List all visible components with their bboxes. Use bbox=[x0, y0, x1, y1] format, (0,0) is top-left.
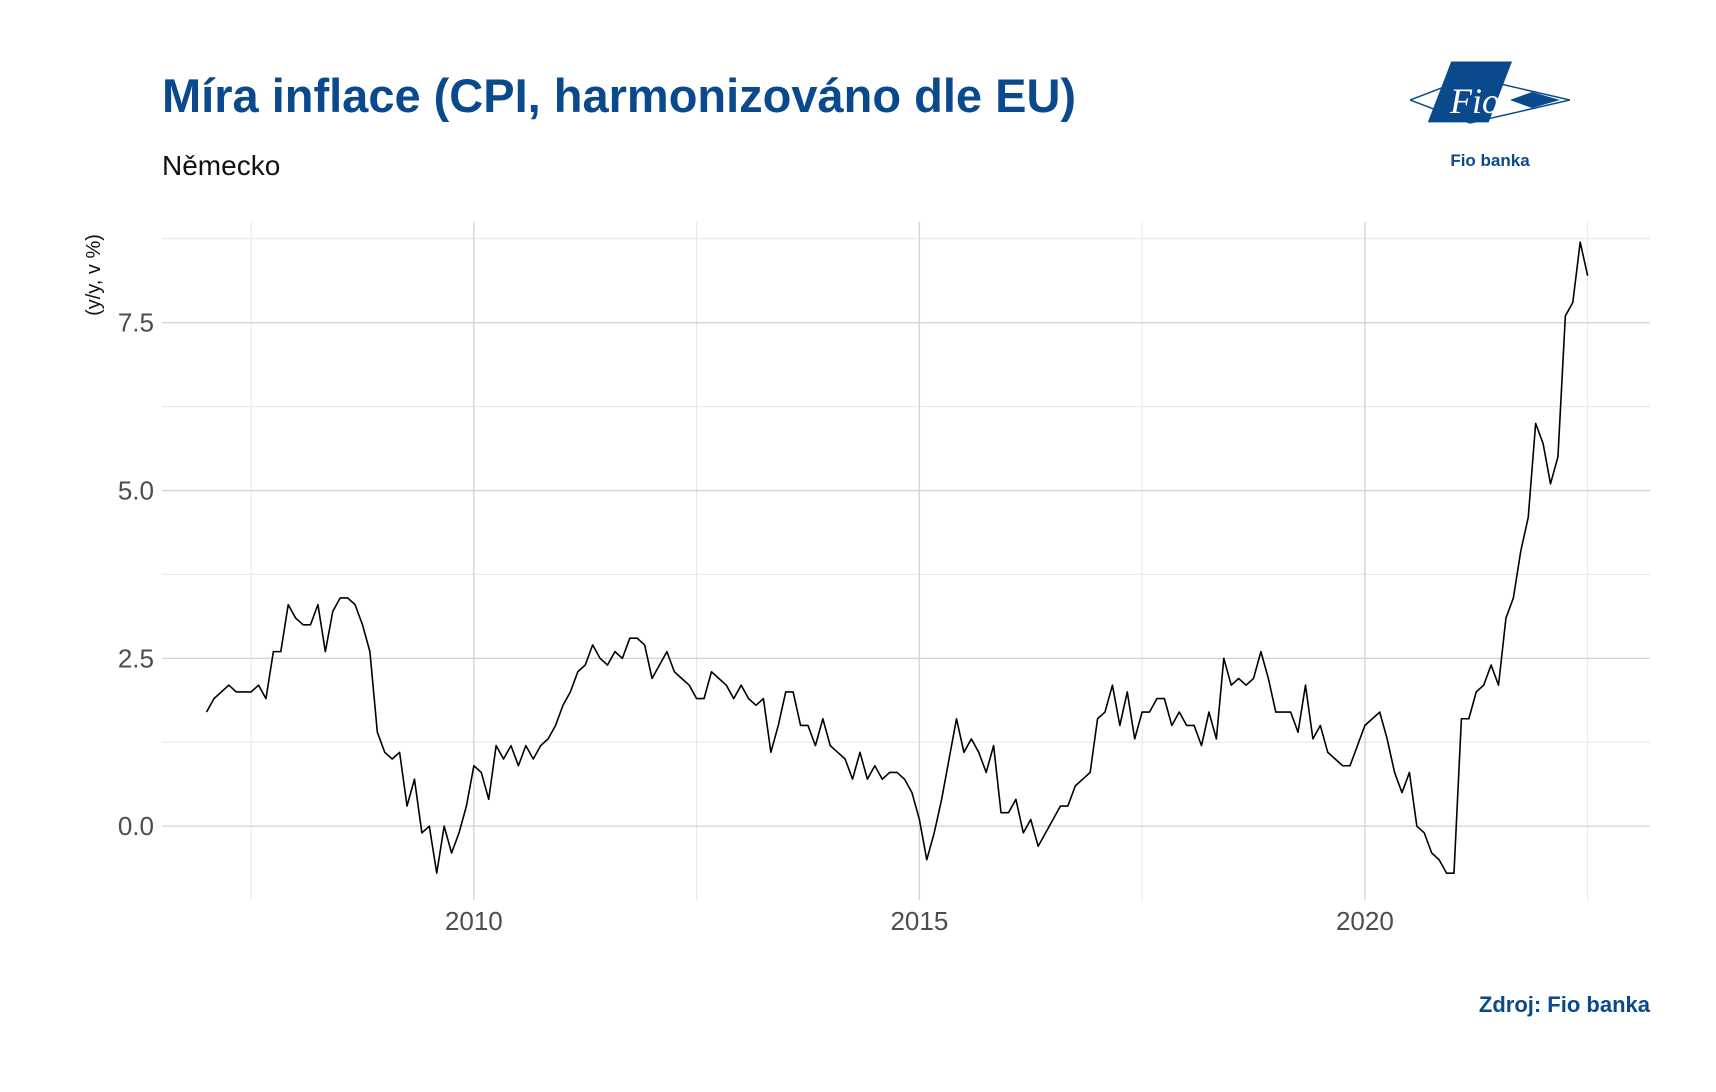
grid-minor bbox=[162, 222, 1650, 900]
fio-banka-logo: Fio Fio banka bbox=[1410, 61, 1570, 170]
y-tick-label: 2.5 bbox=[118, 643, 154, 673]
y-axis-label: (y/y, v %) bbox=[83, 234, 105, 316]
x-tick-label: 2010 bbox=[445, 906, 503, 936]
logo-caption: Fio banka bbox=[1450, 151, 1530, 170]
y-tick-label: 0.0 bbox=[118, 811, 154, 841]
x-tick-label: 2020 bbox=[1336, 906, 1394, 936]
y-tick-label: 5.0 bbox=[118, 476, 154, 506]
chart-title: Míra inflace (CPI, harmonizováno dle EU) bbox=[162, 69, 1077, 122]
x-tick-label: 2015 bbox=[890, 906, 948, 936]
logo-mark-text: Fio bbox=[1449, 81, 1500, 121]
grid-major bbox=[162, 222, 1650, 900]
source-note: Zdroj: Fio banka bbox=[1478, 992, 1650, 1017]
chart-subtitle: Německo bbox=[162, 150, 281, 181]
y-tick-label: 7.5 bbox=[118, 308, 154, 338]
series-line bbox=[205, 241, 1589, 874]
y-axis-ticks: 0.0 2.5 5.0 7.5 bbox=[118, 308, 154, 841]
x-axis-ticks: 2010 2015 2020 bbox=[445, 906, 1394, 936]
